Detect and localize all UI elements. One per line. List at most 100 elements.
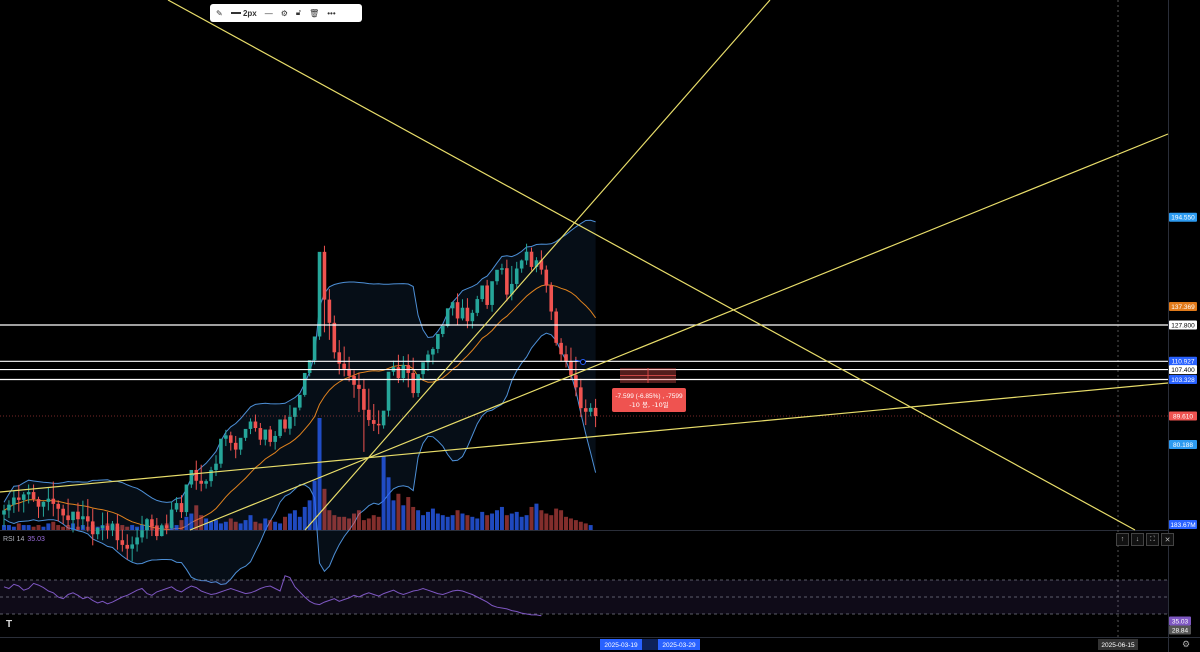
volume-bar xyxy=(6,525,11,530)
volume-bar xyxy=(31,526,36,530)
price-label: 137.369 xyxy=(1171,304,1195,311)
candle-body xyxy=(401,365,406,379)
volume-bar xyxy=(401,505,406,530)
rsi-value: 35.03 xyxy=(27,536,45,543)
candle-body xyxy=(278,419,282,436)
line-style-icon[interactable]: — xyxy=(264,8,273,18)
candle-body xyxy=(490,281,494,305)
candle-body xyxy=(115,523,120,541)
volume-bar xyxy=(204,518,209,530)
candle-body xyxy=(243,428,248,438)
candle-body xyxy=(189,469,194,485)
candle-body xyxy=(219,438,223,464)
candle-body xyxy=(95,527,100,535)
candle-body xyxy=(569,361,573,376)
volume-bar xyxy=(184,516,189,530)
rsi-axis-label: 28.84 xyxy=(1172,627,1189,634)
candle-body xyxy=(593,407,598,417)
move-pane-up-button[interactable]: ↑ xyxy=(1116,533,1129,546)
volume-bar xyxy=(376,516,381,530)
candle-body xyxy=(46,498,51,502)
candle-body xyxy=(396,367,401,379)
volume-bar xyxy=(317,418,322,530)
candle-body xyxy=(564,354,568,362)
date-badge xyxy=(1098,639,1138,650)
rsi-name: RSI 14 xyxy=(3,536,25,543)
candle-body xyxy=(204,481,208,484)
candle-body xyxy=(81,516,85,520)
date-label: 2025-03-29 xyxy=(662,642,696,649)
line-width-button[interactable]: 2px xyxy=(230,9,257,18)
candle-body xyxy=(145,519,149,531)
candle-body xyxy=(194,469,199,481)
price-label-tag xyxy=(1169,320,1197,330)
volume-bar xyxy=(421,515,426,530)
volume-bar xyxy=(519,516,524,530)
volume-bar xyxy=(544,513,549,530)
candle-body xyxy=(7,504,11,511)
volume-bar xyxy=(292,510,297,530)
date-label: 2025-03-19 xyxy=(604,642,638,649)
candle-body xyxy=(465,307,470,322)
price-label: 89.610 xyxy=(1173,413,1193,420)
candle-body xyxy=(233,442,238,450)
candle-body xyxy=(159,525,164,537)
volume-bar xyxy=(352,513,357,530)
candle-body xyxy=(56,503,61,509)
volume-bar xyxy=(302,506,307,530)
volume-bar xyxy=(233,521,238,530)
close-pane-button[interactable]: ✕ xyxy=(1161,533,1174,546)
bollinger-lower xyxy=(3,332,597,586)
candle-body xyxy=(214,463,218,470)
candle-body xyxy=(228,435,233,443)
volume-bar xyxy=(2,525,6,530)
candle-body xyxy=(288,416,292,429)
volume-bar xyxy=(258,523,263,530)
volume-bar xyxy=(529,506,534,530)
candle-body xyxy=(312,336,317,361)
trash-icon[interactable]: 🗑︎ xyxy=(309,8,320,18)
volume-bar xyxy=(568,518,573,530)
price-label-tag xyxy=(1169,356,1197,366)
candle-body xyxy=(140,530,144,538)
volume-bar xyxy=(26,525,31,530)
volume-bar xyxy=(243,520,248,530)
lock-icon[interactable]: 🔓︎ xyxy=(295,8,302,17)
volume-bar xyxy=(450,515,455,530)
volume-bar xyxy=(327,510,332,530)
volume-bar xyxy=(366,518,371,530)
volume-bar xyxy=(213,520,218,530)
volume-bar xyxy=(539,510,544,530)
volume-bar xyxy=(56,525,61,530)
chart-settings-gear-icon[interactable]: ⚙ xyxy=(1182,639,1191,649)
pencil-icon[interactable]: ✎ xyxy=(216,8,223,18)
volume-bar xyxy=(480,511,485,530)
date-label: 2025-06-15 xyxy=(1101,642,1135,649)
candle-body xyxy=(307,360,312,373)
candle-body xyxy=(100,525,105,528)
candle-body xyxy=(322,251,327,300)
volume-bar xyxy=(11,526,16,530)
candle-body xyxy=(347,368,351,376)
candle-body xyxy=(421,362,425,375)
candle-body xyxy=(411,372,415,394)
gear-icon[interactable]: ⚙ xyxy=(280,8,288,18)
candle-body xyxy=(357,384,361,389)
price-label-tag xyxy=(1169,365,1197,375)
more-icon[interactable]: ••• xyxy=(327,8,336,18)
volume-bar xyxy=(263,518,268,530)
volume-bar xyxy=(120,525,125,530)
volume-bar xyxy=(549,515,554,530)
candle-body xyxy=(120,540,125,545)
maximize-pane-button[interactable]: ⛶ xyxy=(1146,533,1159,546)
trend-line xyxy=(304,0,771,531)
volume-bar xyxy=(238,523,243,530)
move-pane-down-button[interactable]: ↓ xyxy=(1131,533,1144,546)
volume-bar xyxy=(470,516,475,530)
candle-body xyxy=(475,299,480,313)
candle-body xyxy=(155,526,159,537)
candle-body xyxy=(426,354,430,363)
measure-label-box xyxy=(612,388,686,412)
candle-body xyxy=(16,497,21,500)
